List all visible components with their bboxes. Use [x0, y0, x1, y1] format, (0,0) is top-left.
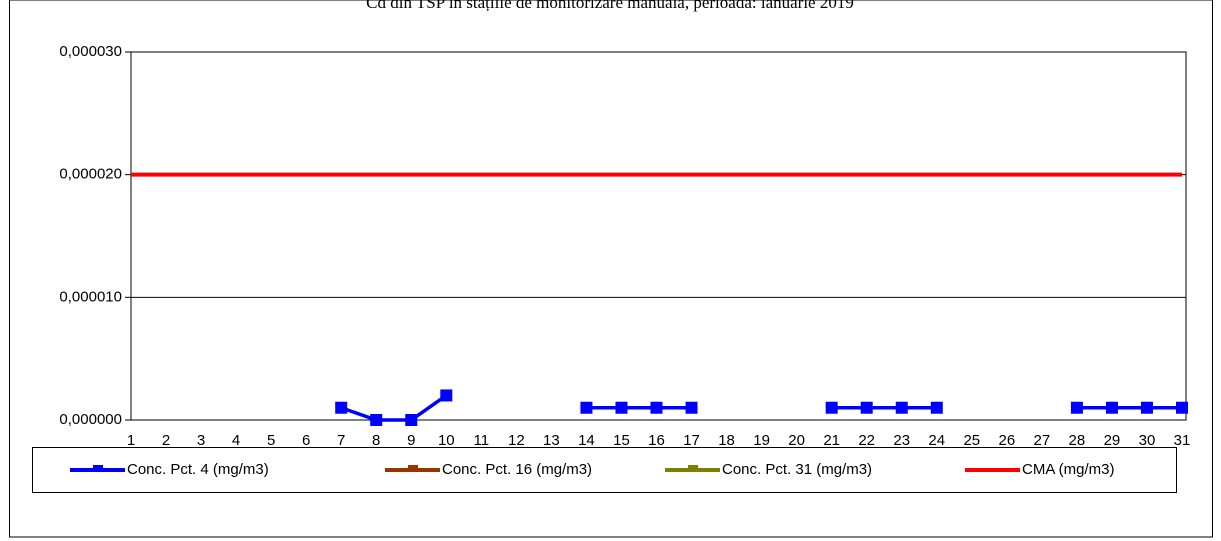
legend-label: Conc. Pct. 4 (mg/m3): [127, 461, 269, 478]
legend-label: Conc. Pct. 16 (mg/m3): [442, 461, 592, 478]
x-tick-label: 9: [407, 432, 415, 449]
x-tick-label: 5: [267, 432, 275, 449]
x-tick-label: 21: [823, 432, 840, 449]
x-tick-label: 23: [893, 432, 910, 449]
point-marker: [1176, 401, 1188, 414]
x-tick-label: 2: [162, 432, 170, 449]
point-marker: [930, 401, 943, 414]
point-marker: [615, 401, 628, 414]
x-tick-label: 10: [438, 432, 455, 449]
legend-marker: [408, 465, 418, 471]
x-tick-label: 27: [1034, 432, 1051, 449]
point-marker: [580, 401, 593, 414]
point-marker: [1140, 401, 1153, 414]
x-tick-label: 25: [963, 432, 980, 449]
x-tick-label: 7: [337, 432, 345, 449]
x-tick-label: 1: [127, 432, 135, 449]
x-tick-label: 14: [578, 432, 595, 449]
x-tick-label: 13: [543, 432, 560, 449]
x-tick-label: 12: [508, 432, 525, 449]
x-tick-label: 24: [928, 432, 945, 449]
x-tick-label: 22: [858, 432, 875, 449]
x-tick-label: 30: [1139, 432, 1156, 449]
legend-marker: [93, 465, 103, 471]
chart-title: Cd din TSP in stațiile de monitorizare m…: [366, 0, 854, 12]
y-tick-label: 0,000010: [59, 288, 122, 305]
x-tick-label: 11: [474, 432, 490, 449]
point-marker: [685, 401, 698, 414]
point-marker: [895, 401, 908, 414]
point-marker: [650, 401, 663, 414]
x-tick-label: 4: [232, 432, 240, 449]
point-marker: [860, 401, 873, 414]
legend-marker: [688, 465, 698, 471]
x-tick-label: 31: [1174, 432, 1191, 449]
y-tick-label: 0,000000: [59, 411, 122, 428]
x-tick-label: 17: [683, 432, 700, 449]
y-tick-label: 0,000020: [59, 166, 122, 183]
x-tick-label: 18: [718, 432, 735, 449]
x-tick-label: 8: [372, 432, 380, 449]
x-tick-label: 28: [1069, 432, 1086, 449]
point-marker: [370, 414, 383, 426]
x-tick-label: 16: [648, 432, 665, 449]
point-marker: [825, 401, 838, 414]
legend-label: CMA (mg/m3): [1022, 461, 1115, 478]
point-marker: [335, 401, 348, 414]
x-tick-label: 19: [753, 432, 770, 449]
x-tick-label: 26: [998, 432, 1015, 449]
x-tick-label: 20: [788, 432, 805, 449]
point-marker: [440, 389, 453, 402]
series-line: [340, 394, 1182, 422]
x-tick-label: 3: [197, 432, 205, 449]
x-tick-label: 15: [613, 432, 630, 449]
legend-label: Conc. Pct. 31 (mg/m3): [722, 461, 872, 478]
point-marker: [1105, 401, 1118, 414]
y-tick-label: 0,000030: [59, 43, 122, 60]
x-tick-label: 6: [302, 432, 310, 449]
point-marker: [1070, 401, 1083, 414]
x-tick-label: 29: [1104, 432, 1121, 449]
point-marker: [405, 414, 418, 426]
plot-area: [130, 51, 1187, 421]
